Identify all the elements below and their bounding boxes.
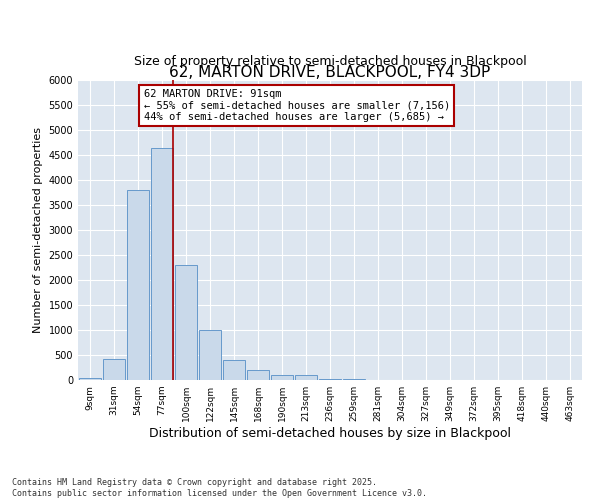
Text: Contains HM Land Registry data © Crown copyright and database right 2025.
Contai: Contains HM Land Registry data © Crown c…	[12, 478, 427, 498]
Bar	[79, 378, 101, 380]
Bar	[199, 330, 221, 380]
Y-axis label: Number of semi-detached properties: Number of semi-detached properties	[33, 127, 43, 333]
Bar	[127, 190, 149, 380]
Bar	[247, 370, 269, 380]
Bar	[295, 375, 317, 380]
Bar	[223, 360, 245, 380]
X-axis label: Distribution of semi-detached houses by size in Blackpool: Distribution of semi-detached houses by …	[149, 427, 511, 440]
Bar	[319, 378, 341, 380]
Bar	[175, 265, 197, 380]
Bar	[271, 374, 293, 380]
Text: 62 MARTON DRIVE: 91sqm
← 55% of semi-detached houses are smaller (7,156)
44% of : 62 MARTON DRIVE: 91sqm ← 55% of semi-det…	[143, 89, 450, 122]
Bar	[103, 358, 125, 380]
Text: Size of property relative to semi-detached houses in Blackpool: Size of property relative to semi-detach…	[134, 55, 526, 68]
Bar	[343, 379, 365, 380]
Bar	[151, 148, 173, 380]
Title: 62, MARTON DRIVE, BLACKPOOL, FY4 3DP: 62, MARTON DRIVE, BLACKPOOL, FY4 3DP	[169, 65, 491, 80]
